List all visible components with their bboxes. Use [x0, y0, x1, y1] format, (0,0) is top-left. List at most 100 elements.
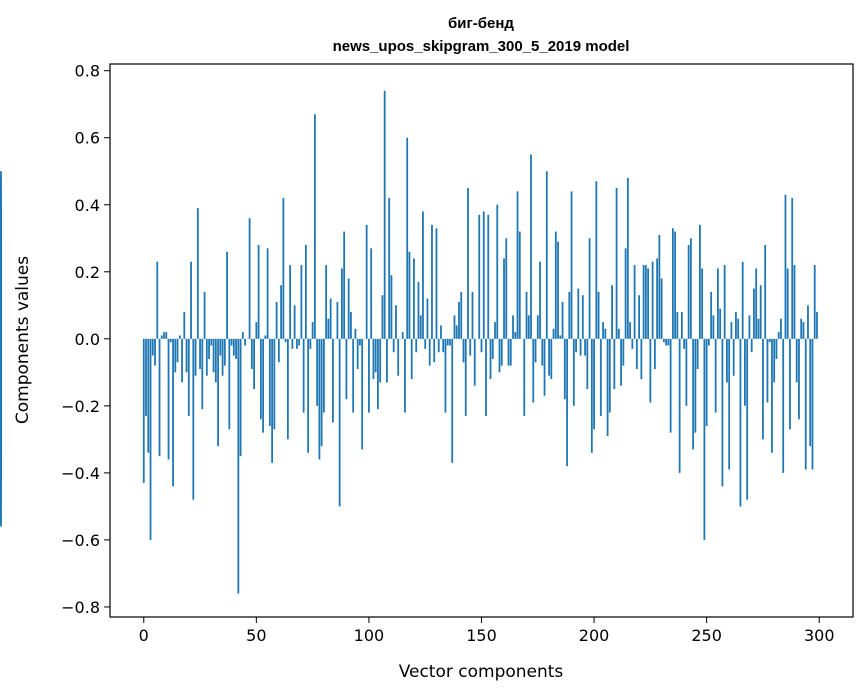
y-tick-label: −0.2 — [61, 397, 100, 416]
x-tick-label: 0 — [139, 626, 149, 645]
bar-28 — [205, 338, 208, 376]
bar-219 — [635, 338, 638, 369]
bar-276 — [764, 244, 767, 339]
chart-title-line-1: биг-бенд — [448, 15, 514, 32]
bar-37 — [226, 251, 228, 339]
bar-266 — [741, 261, 744, 339]
bar-180 — [548, 338, 550, 376]
y-tick-label: −0.4 — [61, 464, 100, 483]
bar-117 — [406, 137, 409, 339]
bar-88 — [341, 268, 343, 339]
bar-60 — [277, 338, 280, 363]
bar-32 — [214, 338, 217, 383]
bar-225 — [649, 338, 652, 403]
bar-128 — [431, 224, 433, 339]
bar-96 — [359, 338, 361, 346]
bar-151 — [482, 211, 485, 339]
bar-71 — [302, 338, 305, 413]
bar-31 — [212, 338, 215, 373]
bar-101 — [370, 248, 373, 339]
bar-146 — [471, 291, 474, 339]
bar-82 — [327, 318, 330, 339]
bar-27 — [203, 291, 206, 339]
bar-30 — [210, 338, 213, 346]
bar-173 — [532, 338, 535, 403]
bar-243 — [689, 238, 692, 339]
bar-7 — [158, 338, 161, 457]
bar-226 — [651, 261, 654, 339]
bar-174 — [534, 338, 537, 363]
bar-277 — [766, 338, 769, 403]
bar-116 — [404, 338, 406, 413]
bar-76 — [313, 114, 316, 339]
bar-260 — [728, 338, 731, 470]
bar-255 — [717, 268, 719, 339]
bar-197 — [586, 338, 589, 390]
bar-112 — [395, 305, 397, 339]
bar-67 — [293, 305, 296, 339]
bar-131 — [437, 338, 440, 353]
bar-210 — [615, 188, 618, 339]
bar-285 — [784, 194, 787, 339]
bar-134 — [444, 338, 447, 413]
bar-93 — [352, 338, 355, 413]
bar-150 — [480, 338, 483, 353]
bar-66 — [291, 338, 294, 349]
bar-232 — [665, 338, 668, 346]
bar-26 — [201, 338, 204, 410]
bar-55 — [266, 248, 269, 339]
bar-63 — [284, 338, 287, 343]
bar-20 — [187, 338, 190, 416]
bar-235 — [671, 228, 674, 339]
bar-288 — [791, 198, 794, 339]
bar-126 — [426, 298, 429, 339]
bar-157 — [496, 204, 499, 339]
bar-161 — [505, 238, 508, 339]
bar-177 — [541, 338, 544, 366]
bar-107 — [383, 90, 386, 339]
bar-279 — [771, 338, 773, 453]
bar-100 — [368, 338, 370, 413]
bar-69 — [298, 338, 301, 346]
bar-208 — [611, 285, 613, 339]
bar-70 — [300, 265, 303, 339]
bar-271 — [753, 288, 755, 339]
bar-192 — [575, 338, 577, 353]
bar-141 — [460, 291, 463, 339]
bar-48 — [250, 338, 253, 369]
bar-179 — [545, 171, 548, 339]
y-tick-label: 0.0 — [75, 330, 100, 349]
bar-142 — [462, 338, 465, 363]
bar-77 — [316, 338, 319, 406]
bar-258 — [723, 265, 726, 339]
bar-236 — [674, 231, 677, 339]
bar-6 — [156, 261, 159, 339]
bar-44 — [241, 332, 244, 339]
bar-92 — [350, 312, 352, 339]
bar-191 — [572, 338, 575, 406]
bar-189 — [568, 291, 571, 339]
bar-205 — [604, 328, 607, 339]
bar-163 — [509, 338, 512, 366]
bar-278 — [768, 338, 771, 343]
bar-172 — [530, 154, 532, 339]
bar-292 — [800, 318, 803, 339]
bar-207 — [608, 338, 611, 413]
bar-209 — [613, 338, 616, 390]
x-tick-label: 150 — [466, 626, 497, 645]
bar-175 — [536, 315, 539, 339]
bar-129 — [433, 338, 436, 363]
bar-265 — [739, 338, 742, 507]
bar-54 — [264, 335, 267, 339]
bar-160 — [503, 258, 505, 339]
bar-274 — [759, 285, 762, 339]
bar-199 — [590, 338, 593, 453]
bar-218 — [633, 265, 636, 339]
bar-254 — [714, 338, 717, 413]
bar-34 — [219, 338, 222, 356]
bar-284 — [782, 338, 785, 473]
bar-145 — [469, 338, 472, 356]
bar-187 — [563, 338, 566, 400]
x-tick-label: 250 — [691, 626, 722, 645]
bar-238 — [678, 338, 681, 473]
